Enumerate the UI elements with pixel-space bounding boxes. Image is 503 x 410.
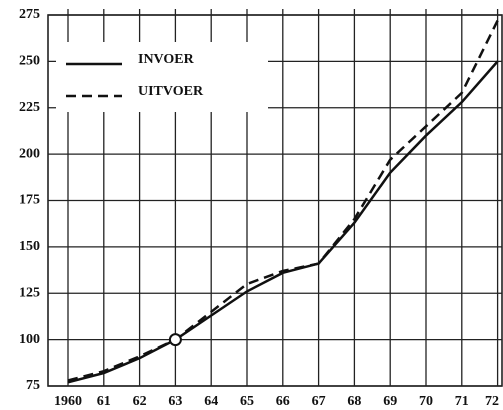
y-tick-label: 275: [19, 7, 40, 22]
y-tick-label: 150: [19, 239, 40, 254]
y-tick-label: 250: [19, 54, 40, 69]
x-tick-label: 70: [419, 394, 433, 409]
x-tick-label: 61: [97, 394, 111, 409]
y-tick-label: 225: [19, 100, 40, 115]
y-tick-label: 75: [26, 378, 40, 393]
series-line: [67, 60, 499, 384]
y-tick-label: 175: [19, 193, 40, 208]
x-tick-label: 69: [383, 394, 397, 409]
legend-label: UITVOER: [138, 84, 204, 99]
base-marker: [168, 333, 182, 347]
x-tick-label: 65: [240, 394, 254, 409]
series-line: [67, 20, 499, 382]
x-tick-label: 62: [133, 394, 147, 409]
legend-label: INVOER: [138, 52, 195, 67]
y-tick-label: 100: [19, 332, 40, 347]
legend-box: [56, 42, 268, 112]
x-tick-label: 68: [347, 394, 361, 409]
y-tick-label: 200: [19, 146, 40, 161]
x-tick-label: 1960: [54, 394, 82, 409]
x-tick-label: 72: [485, 394, 499, 409]
x-tick-label: 63: [168, 394, 182, 409]
x-tick-label: 71: [455, 394, 469, 409]
y-tick-label: 125: [19, 285, 40, 300]
x-tick-label: 66: [276, 394, 290, 409]
x-tick-label: 64: [204, 394, 218, 409]
x-tick-label: 67: [312, 394, 326, 409]
